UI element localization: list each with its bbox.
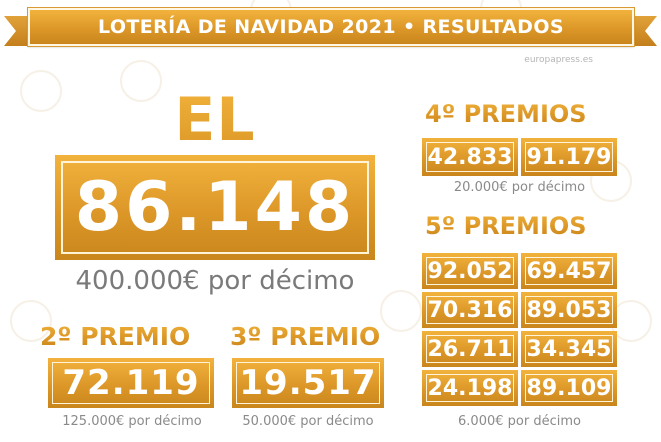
segundo-number: 72.119: [62, 363, 200, 403]
credit-text: europapress.es: [524, 55, 593, 65]
quintos-number-6: 34.345: [526, 336, 612, 362]
tercero-prize: 50.000€ por décimo: [242, 414, 374, 429]
cuartos-prize: 20.000€ por décimo: [453, 180, 586, 195]
quintos-number-box-2: 69.457: [521, 253, 617, 289]
cuartos-number-2: 91.179: [526, 144, 612, 170]
quintos-number-box-3: 70.316: [422, 292, 518, 328]
segundo-title: 2º PREMIO: [40, 322, 191, 351]
tercero-title: 3º PREMIO: [230, 322, 381, 351]
quintos-number-5: 26.711: [427, 336, 513, 362]
title-banner: LOTERÍA DE NAVIDAD 2021 • RESULTADOS: [27, 7, 635, 47]
quintos-number-2: 69.457: [526, 258, 612, 284]
quintos-number-3: 70.316: [427, 297, 513, 323]
quintos-prize: 6.000€ por décimo: [458, 414, 581, 429]
cuartos-number-box-2: 91.179: [521, 138, 617, 176]
quintos-number-box-5: 26.711: [422, 331, 518, 367]
quintos-number-box-6: 34.345: [521, 331, 617, 367]
quintos-number-box-7: 24.198: [422, 370, 518, 406]
tercero-number: 19.517: [239, 363, 377, 403]
gordo-number: 86.148: [74, 168, 356, 247]
quintos-number-4: 89.053: [526, 297, 612, 323]
tercero-number-box: 19.517: [232, 358, 384, 408]
quintos-title: 5º PREMIOS: [425, 212, 587, 240]
quintos-number-8: 89.109: [526, 375, 612, 401]
cuartos-number-box-1: 42.833: [422, 138, 518, 176]
quintos-number-box-4: 89.053: [521, 292, 617, 328]
segundo-prize: 125.000€ por décimo: [62, 414, 202, 429]
cuartos-number-1: 42.833: [427, 144, 513, 170]
gordo-number-box: 86.148: [55, 155, 375, 260]
gordo-prize: 400.000€ por décimo: [75, 266, 355, 296]
cuartos-title: 4º PREMIOS: [425, 100, 587, 128]
quintos-number-7: 24.198: [427, 375, 513, 401]
quintos-number-box-1: 92.052: [422, 253, 518, 289]
quintos-number-box-8: 89.109: [521, 370, 617, 406]
quintos-number-1: 92.052: [427, 258, 513, 284]
banner-title: LOTERÍA DE NAVIDAD 2021 • RESULTADOS: [98, 16, 564, 38]
segundo-number-box: 72.119: [48, 358, 214, 408]
